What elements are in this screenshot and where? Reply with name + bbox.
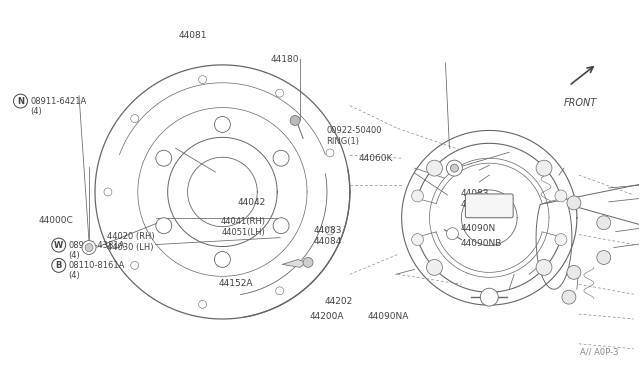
Circle shape <box>290 116 300 125</box>
Circle shape <box>52 238 66 252</box>
Text: (4): (4) <box>68 250 81 260</box>
Circle shape <box>480 288 498 306</box>
Text: 44041(RH)
44051(LH): 44041(RH) 44051(LH) <box>221 217 266 237</box>
Circle shape <box>536 259 552 275</box>
Text: 44152A: 44152A <box>219 279 253 288</box>
Text: 44042: 44042 <box>237 198 266 207</box>
Text: 44000C: 44000C <box>38 215 73 225</box>
Text: 44084: 44084 <box>314 237 342 246</box>
Circle shape <box>276 287 284 295</box>
Circle shape <box>596 216 611 230</box>
Circle shape <box>104 188 112 196</box>
Text: 00922-50400
RING(1): 00922-50400 RING(1) <box>326 126 382 146</box>
Circle shape <box>596 250 611 264</box>
Circle shape <box>131 262 139 269</box>
Circle shape <box>451 164 458 172</box>
Circle shape <box>326 227 334 235</box>
Circle shape <box>214 116 230 132</box>
Circle shape <box>82 241 96 254</box>
Text: 44083: 44083 <box>314 226 342 235</box>
Text: 44084: 44084 <box>460 200 488 209</box>
Text: 44090NB: 44090NB <box>460 239 502 248</box>
Text: W: W <box>54 241 63 250</box>
Circle shape <box>562 290 576 304</box>
Circle shape <box>412 234 424 246</box>
Circle shape <box>412 190 424 202</box>
Circle shape <box>447 228 458 240</box>
Circle shape <box>131 115 139 122</box>
Text: 08915-4381A: 08915-4381A <box>68 241 125 250</box>
Circle shape <box>426 160 442 176</box>
Text: 44020 (RH)
44030 (LH): 44020 (RH) 44030 (LH) <box>106 232 154 251</box>
Circle shape <box>326 149 334 157</box>
Circle shape <box>555 190 567 202</box>
FancyBboxPatch shape <box>465 194 513 218</box>
Text: 44083: 44083 <box>460 189 489 198</box>
Text: 44060K: 44060K <box>358 154 392 163</box>
Text: 08110-8161A: 08110-8161A <box>68 261 125 270</box>
Polygon shape <box>282 259 306 267</box>
Text: B: B <box>56 261 62 270</box>
Text: 44180: 44180 <box>271 55 300 64</box>
Text: (4): (4) <box>68 271 81 280</box>
Text: 44081: 44081 <box>179 31 207 40</box>
Text: 44200A: 44200A <box>309 311 344 321</box>
Circle shape <box>214 251 230 267</box>
Text: N: N <box>17 97 24 106</box>
Circle shape <box>536 160 552 176</box>
Circle shape <box>567 196 581 210</box>
Circle shape <box>273 150 289 166</box>
Text: (4): (4) <box>31 106 42 115</box>
Circle shape <box>85 244 93 251</box>
Text: 08911-6421A: 08911-6421A <box>31 97 86 106</box>
Circle shape <box>156 150 172 166</box>
Circle shape <box>156 218 172 234</box>
Circle shape <box>447 160 462 176</box>
Circle shape <box>303 257 313 267</box>
Circle shape <box>567 265 581 279</box>
Circle shape <box>13 94 28 108</box>
Text: 44090N: 44090N <box>460 224 495 233</box>
Circle shape <box>198 76 207 84</box>
Text: 44090NA: 44090NA <box>368 311 409 321</box>
Circle shape <box>52 259 66 272</box>
Circle shape <box>555 234 567 246</box>
Circle shape <box>198 301 207 308</box>
Text: A// A0P-3: A// A0P-3 <box>580 348 619 357</box>
Circle shape <box>273 218 289 234</box>
Circle shape <box>426 259 442 275</box>
Text: FRONT: FRONT <box>564 98 597 108</box>
Circle shape <box>276 89 284 97</box>
Text: 44202: 44202 <box>325 297 353 306</box>
